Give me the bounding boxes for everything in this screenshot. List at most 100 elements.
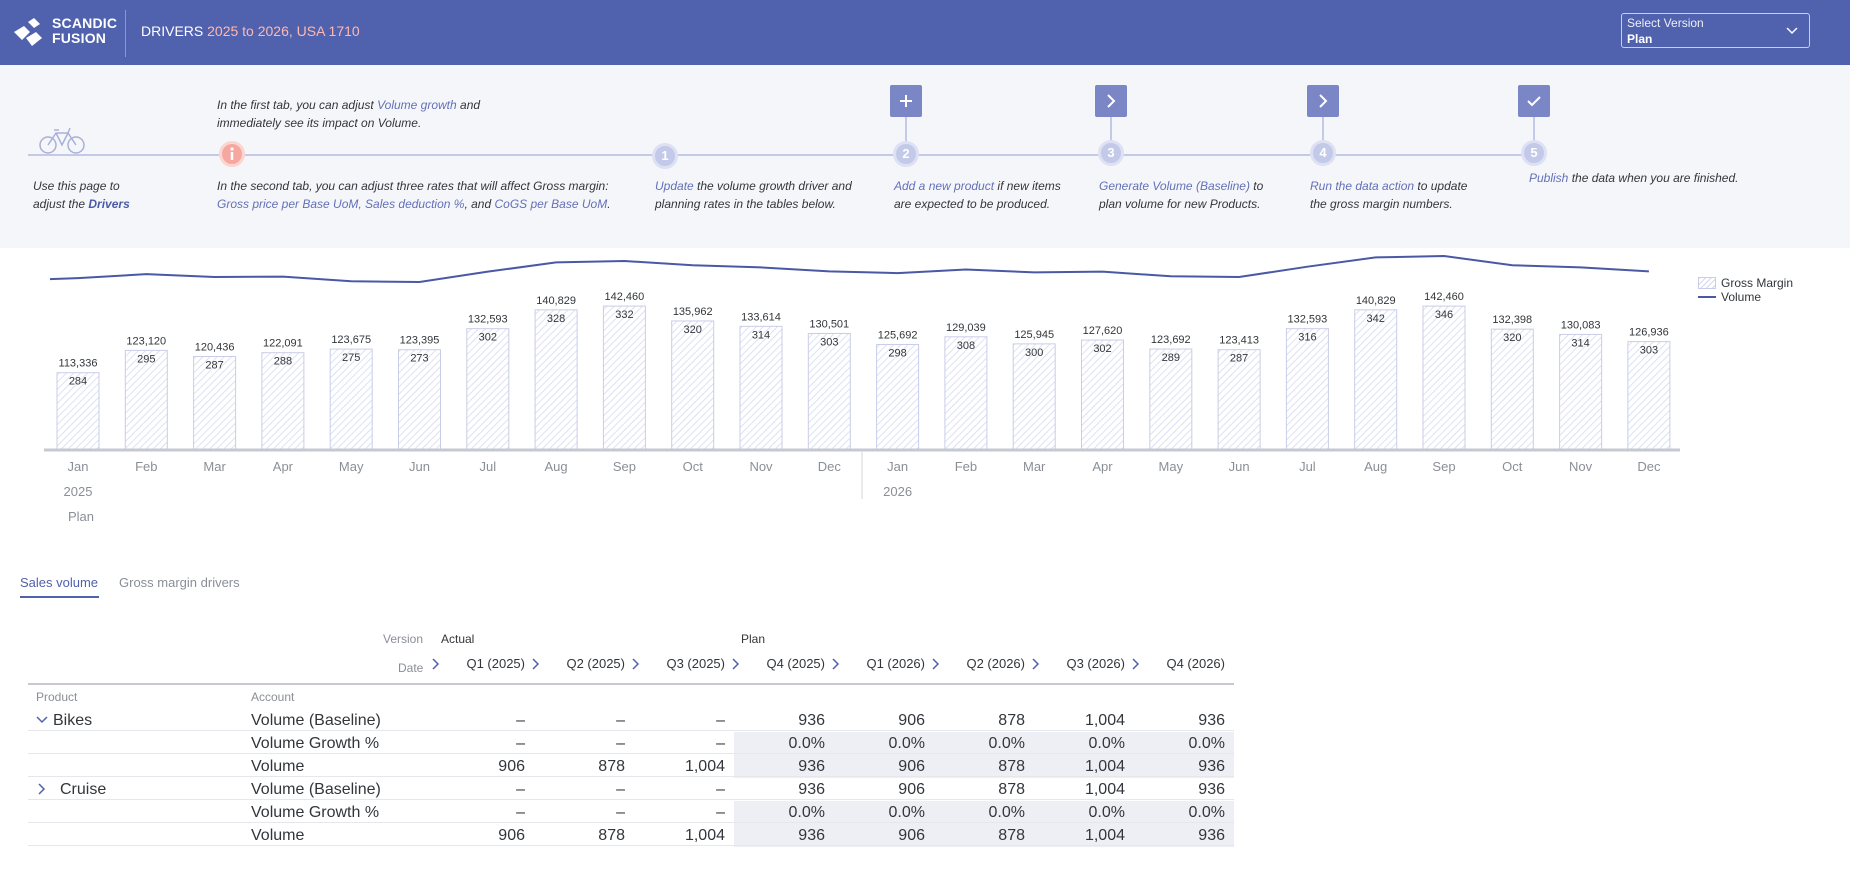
tab-sales-volume[interactable]: Sales volume xyxy=(20,575,99,590)
step-4-marker: 4 xyxy=(1310,140,1336,166)
quarter-header: Q4 (2026) xyxy=(1166,656,1225,671)
step-2-line2: are expected to be produced. xyxy=(894,197,1051,211)
volume-value-label: 295 xyxy=(137,353,155,365)
gross-margin-bar[interactable] xyxy=(602,305,646,450)
plan-cell-shade xyxy=(734,824,1234,847)
add-new-product-link[interactable]: Add a new product xyxy=(894,179,995,193)
publish-button[interactable] xyxy=(1518,85,1550,117)
table-cell-value[interactable]: 0.0% xyxy=(988,804,1025,821)
run-data-action-link[interactable]: Run the data action xyxy=(1310,179,1415,193)
volume-value-label: 287 xyxy=(1230,353,1248,365)
gross-margin-bar[interactable] xyxy=(739,325,783,450)
generate-volume-button[interactable] xyxy=(1095,85,1127,117)
gross-margin-bar[interactable] xyxy=(398,349,441,450)
expand-quarter-chevron[interactable] xyxy=(430,657,440,670)
expand-quarter-chevron[interactable] xyxy=(530,657,540,670)
gross-margin-bar[interactable] xyxy=(671,320,715,450)
expand-quarter-chevron[interactable] xyxy=(730,657,740,670)
table-cell-value[interactable]: 0.0% xyxy=(888,735,925,752)
legend-swatch-bar xyxy=(1698,277,1716,289)
volume-growth-link[interactable]: Volume growth xyxy=(377,98,457,112)
gross-margin-bar[interactable] xyxy=(944,336,988,450)
gross-margin-bar[interactable] xyxy=(56,372,100,450)
account-name: Volume (Baseline) xyxy=(251,781,381,798)
drivers-link[interactable]: Drivers xyxy=(88,197,130,211)
chevron-right-icon xyxy=(1132,658,1140,670)
gross-margin-value-label: 140,829 xyxy=(536,295,576,307)
gross-margin-bar[interactable] xyxy=(1422,305,1466,450)
volume-value-label: 328 xyxy=(547,313,565,325)
tab-gross-margin-drivers[interactable]: Gross margin drivers xyxy=(119,575,240,590)
tab1-help-line2: immediately see its impact on Volume. xyxy=(217,116,422,130)
gross-margin-value-label: 123,413 xyxy=(1219,335,1259,347)
gross-margin-bar[interactable] xyxy=(1285,328,1329,450)
volume-value-label: 302 xyxy=(1093,343,1111,355)
gross-margin-bar[interactable] xyxy=(876,343,920,450)
gross-margin-value-label: 122,091 xyxy=(263,338,303,350)
table-cell-value: 936 xyxy=(1198,758,1225,775)
gross-margin-bar[interactable] xyxy=(1627,341,1671,450)
table-cell-value: 936 xyxy=(798,712,825,729)
gross-margin-bar[interactable] xyxy=(466,328,510,450)
gross-margin-bar[interactable] xyxy=(807,332,851,450)
gross-margin-bar[interactable] xyxy=(1081,339,1124,450)
step-4-stem xyxy=(1322,117,1324,141)
tab1-help-b: and xyxy=(456,98,481,112)
gross-margin-bar[interactable] xyxy=(534,309,578,450)
expand-quarter-chevron[interactable] xyxy=(930,657,940,670)
table-cell-value[interactable]: 0.0% xyxy=(988,735,1025,752)
chart-legend: Gross Margin Volume xyxy=(1698,276,1793,304)
table-cell-value[interactable]: 0.0% xyxy=(888,804,925,821)
volume-value-label: 275 xyxy=(342,352,360,364)
gross-margin-value-label: 142,460 xyxy=(1424,291,1464,303)
table-cell-value: 936 xyxy=(1198,712,1225,729)
gross-margin-bar[interactable] xyxy=(261,352,305,450)
table-cell-value[interactable]: 0.0% xyxy=(788,804,825,821)
gross-price-link[interactable]: Gross price per Base UoM, Sales deductio… xyxy=(217,197,465,211)
table-cell-value: 878 xyxy=(998,827,1025,844)
version-select-value: Plan xyxy=(1627,32,1653,46)
gross-margin-bar[interactable] xyxy=(193,355,237,450)
logo-line2: FUSION xyxy=(52,30,107,46)
update-link[interactable]: Update xyxy=(655,179,694,193)
bicycle-icon xyxy=(39,127,85,154)
collapse-row-chevron[interactable] xyxy=(36,713,48,725)
table-cell-value[interactable]: 0.0% xyxy=(1188,804,1225,821)
table-cell-value[interactable]: 0.0% xyxy=(1188,735,1225,752)
add-product-button[interactable] xyxy=(890,85,922,117)
version-select[interactable]: Select Version Plan xyxy=(1621,13,1810,48)
run-data-action-button[interactable] xyxy=(1307,85,1339,117)
expand-quarter-chevron[interactable] xyxy=(1030,657,1040,670)
table-cell-value[interactable]: 0.0% xyxy=(1088,804,1125,821)
expand-quarter-chevron[interactable] xyxy=(830,657,840,670)
gross-margin-bar[interactable] xyxy=(329,348,373,450)
x-tick-label: Mar xyxy=(203,459,226,474)
intro-line1: Use this page to xyxy=(33,179,120,193)
cogs-link[interactable]: CoGS per Base UoM xyxy=(494,197,608,211)
page-title-context: 2025 to 2026, USA 1710 xyxy=(207,23,360,39)
gross-margin-bar[interactable] xyxy=(124,349,168,450)
step-3-text: Generate Volume (Baseline) to plan volum… xyxy=(1099,177,1263,213)
gross-margin-bar[interactable] xyxy=(1559,333,1603,450)
generate-volume-link[interactable]: Generate Volume (Baseline) xyxy=(1099,179,1250,193)
x-tick-label: Jan xyxy=(68,459,89,474)
chevron-right-icon xyxy=(1032,658,1040,670)
volume-value-label: 303 xyxy=(1640,345,1658,357)
expand-quarter-chevron[interactable] xyxy=(630,657,640,670)
year-label-2025: 2025 xyxy=(64,484,93,499)
gross-margin-bar[interactable] xyxy=(1490,328,1534,450)
table-cell-value[interactable]: 0.0% xyxy=(788,735,825,752)
gross-margin-value-label: 132,398 xyxy=(1492,314,1532,326)
table-cell-value: 878 xyxy=(598,758,625,775)
x-tick-label: Nov xyxy=(1569,459,1593,474)
publish-link[interactable]: Publish xyxy=(1529,171,1569,185)
expand-quarter-chevron[interactable] xyxy=(1130,657,1140,670)
chevron-down-icon xyxy=(36,716,48,724)
table-cell-value[interactable]: 0.0% xyxy=(1088,735,1125,752)
expand-row-chevron[interactable] xyxy=(36,782,48,795)
gross-margin-bar[interactable] xyxy=(1012,343,1056,450)
table-cell-value: – xyxy=(616,781,625,798)
tab1-help-a: In the first tab, you can adjust xyxy=(217,98,378,112)
gross-margin-bar[interactable] xyxy=(1354,309,1398,450)
table-cell-value: 906 xyxy=(898,712,925,729)
